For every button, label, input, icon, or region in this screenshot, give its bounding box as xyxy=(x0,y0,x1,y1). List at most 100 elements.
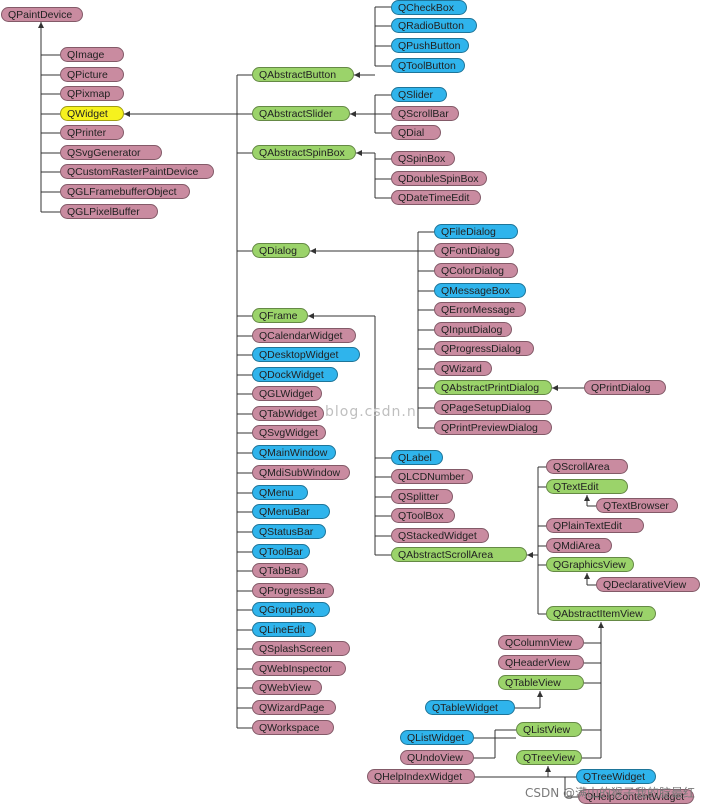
node-qstackedwidget: QStackedWidget xyxy=(391,528,489,543)
node-qtextedit: QTextEdit xyxy=(546,479,628,494)
node-qsplashscreen: QSplashScreen xyxy=(252,641,350,656)
arrowhead xyxy=(584,495,590,501)
node-qplaintextedit: QPlainTextEdit xyxy=(546,518,644,533)
arrowhead xyxy=(350,111,356,117)
node-qtoolbar: QToolBar xyxy=(252,544,310,559)
arrowhead xyxy=(354,72,360,78)
node-qglframebufferobject: QGLFramebufferObject xyxy=(60,184,190,199)
node-qframe: QFrame xyxy=(252,308,308,323)
arrowhead xyxy=(598,622,604,628)
node-qprogressdialog: QProgressDialog xyxy=(434,341,534,356)
arrowhead xyxy=(552,385,558,391)
node-qtablewidget: QTableWidget xyxy=(425,700,515,715)
node-qinputdialog: QInputDialog xyxy=(434,322,512,337)
arrowhead xyxy=(537,691,543,697)
node-qradiobutton: QRadioButton xyxy=(391,18,477,33)
node-qabstractitemview: QAbstractItemView xyxy=(546,606,656,621)
node-qmenu: QMenu xyxy=(252,485,308,500)
node-qtreeview: QTreeView xyxy=(516,750,582,765)
node-qmdiarea: QMdiArea xyxy=(546,538,612,553)
node-qcolordialog: QColorDialog xyxy=(434,263,518,278)
node-qabstractslider: QAbstractSlider xyxy=(252,106,350,121)
node-qsplitter: QSplitter xyxy=(391,489,453,504)
node-qmainwindow: QMainWindow xyxy=(252,445,336,460)
node-qhelpcontentwidget: QHelpContentWidget xyxy=(578,789,694,804)
node-qabstractscrollarea: QAbstractScrollArea xyxy=(391,547,527,562)
node-qscrollarea: QScrollArea xyxy=(546,459,628,474)
node-qcheckbox: QCheckBox xyxy=(391,0,467,15)
node-qsvggenerator: QSvgGenerator xyxy=(60,145,162,160)
node-qerrormessage: QErrorMessage xyxy=(434,302,526,317)
node-qsvgwidget: QSvgWidget xyxy=(252,425,326,440)
node-qabstractspinbox: QAbstractSpinBox xyxy=(252,145,356,160)
node-qabstractbutton: QAbstractButton xyxy=(252,67,354,82)
node-qcolumnview: QColumnView xyxy=(498,635,584,650)
node-qtabbar: QTabBar xyxy=(252,563,308,578)
node-qtoolbutton: QToolButton xyxy=(391,58,465,73)
node-qmenubar: QMenuBar xyxy=(252,504,330,519)
node-qglwidget: QGLWidget xyxy=(252,386,322,401)
node-qlabel: QLabel xyxy=(391,450,443,465)
node-qwebinspector: QWebInspector xyxy=(252,661,346,676)
node-qdesktopwidget: QDesktopWidget xyxy=(252,347,360,362)
node-qhelpindexwidget: QHelpIndexWidget xyxy=(367,769,475,784)
arrowhead xyxy=(527,552,533,558)
node-qmessagebox: QMessageBox xyxy=(434,283,526,298)
node-qdockwidget: QDockWidget xyxy=(252,367,338,382)
arrowhead xyxy=(38,22,44,28)
node-qwebview: QWebView xyxy=(252,680,322,695)
node-qprintpreviewdialog: QPrintPreviewDialog xyxy=(434,420,552,435)
node-qstatusbar: QStatusBar xyxy=(252,524,326,539)
node-qwidget: QWidget xyxy=(60,106,124,121)
arrowhead xyxy=(124,111,130,117)
arrowhead xyxy=(308,313,314,319)
node-qmdisubwindow: QMdiSubWindow xyxy=(252,465,350,480)
node-qtextbrowser: QTextBrowser xyxy=(596,498,678,513)
node-qdeclarativeview: QDeclarativeView xyxy=(596,577,700,592)
node-qabstractprintdialog: QAbstractPrintDialog xyxy=(434,380,552,395)
footer-credit: CSDN @满山的猴子我的腚最红 xyxy=(524,786,695,800)
node-qtabwidget: QTabWidget xyxy=(252,406,324,421)
node-qprintdialog: QPrintDialog xyxy=(584,380,666,395)
node-qlineedit: QLineEdit xyxy=(252,622,316,637)
node-qdatetimeedit: QDateTimeEdit xyxy=(391,190,481,205)
node-qscrollbar: QScrollBar xyxy=(391,106,459,121)
node-qlistwidget: QListWidget xyxy=(400,730,474,745)
node-qpagesetupdialog: QPageSetupDialog xyxy=(434,400,552,415)
node-qheaderview: QHeaderView xyxy=(498,655,584,670)
node-qlistview: QListView xyxy=(516,722,582,737)
node-qcustomrasterpaintdevice: QCustomRasterPaintDevice xyxy=(60,164,214,179)
node-qglpixelbuffer: QGLPixelBuffer xyxy=(60,204,158,219)
node-qdial: QDial xyxy=(391,125,441,140)
node-qtableview: QTableView xyxy=(498,675,584,690)
node-qcalendarwidget: QCalendarWidget xyxy=(252,328,356,343)
node-qgroupbox: QGroupBox xyxy=(252,602,330,617)
node-qpicture: QPicture xyxy=(60,67,124,82)
node-qundoview: QUndoView xyxy=(400,750,474,765)
arrowhead xyxy=(545,766,551,772)
node-qlcdnumber: QLCDNumber xyxy=(391,469,473,484)
node-qprinter: QPrinter xyxy=(60,125,124,140)
node-qdialog: QDialog xyxy=(252,243,310,258)
arrowhead xyxy=(310,248,316,254)
watermark-text: blog.csdn.n xyxy=(325,404,417,420)
node-qtreewidget: QTreeWidget xyxy=(576,769,656,784)
node-qtoolbox: QToolBox xyxy=(391,508,455,523)
node-qpaintdevice: QPaintDevice xyxy=(1,7,83,22)
node-qpushbutton: QPushButton xyxy=(391,38,469,53)
node-qwizardpage: QWizardPage xyxy=(252,700,336,715)
node-qgraphicsview: QGraphicsView xyxy=(546,557,634,572)
node-qprogressbar: QProgressBar xyxy=(252,583,334,598)
node-qpixmap: QPixmap xyxy=(60,86,124,101)
node-qfiledialog: QFileDialog xyxy=(434,224,518,239)
node-qdoublespinbox: QDoubleSpinBox xyxy=(391,171,487,186)
node-qfontdialog: QFontDialog xyxy=(434,243,514,258)
node-qimage: QImage xyxy=(60,47,124,62)
arrowhead xyxy=(584,573,590,579)
node-qwizard: QWizard xyxy=(434,361,492,376)
node-qworkspace: QWorkspace xyxy=(252,720,334,735)
node-qspinbox: QSpinBox xyxy=(391,151,455,166)
arrowhead xyxy=(356,150,362,156)
